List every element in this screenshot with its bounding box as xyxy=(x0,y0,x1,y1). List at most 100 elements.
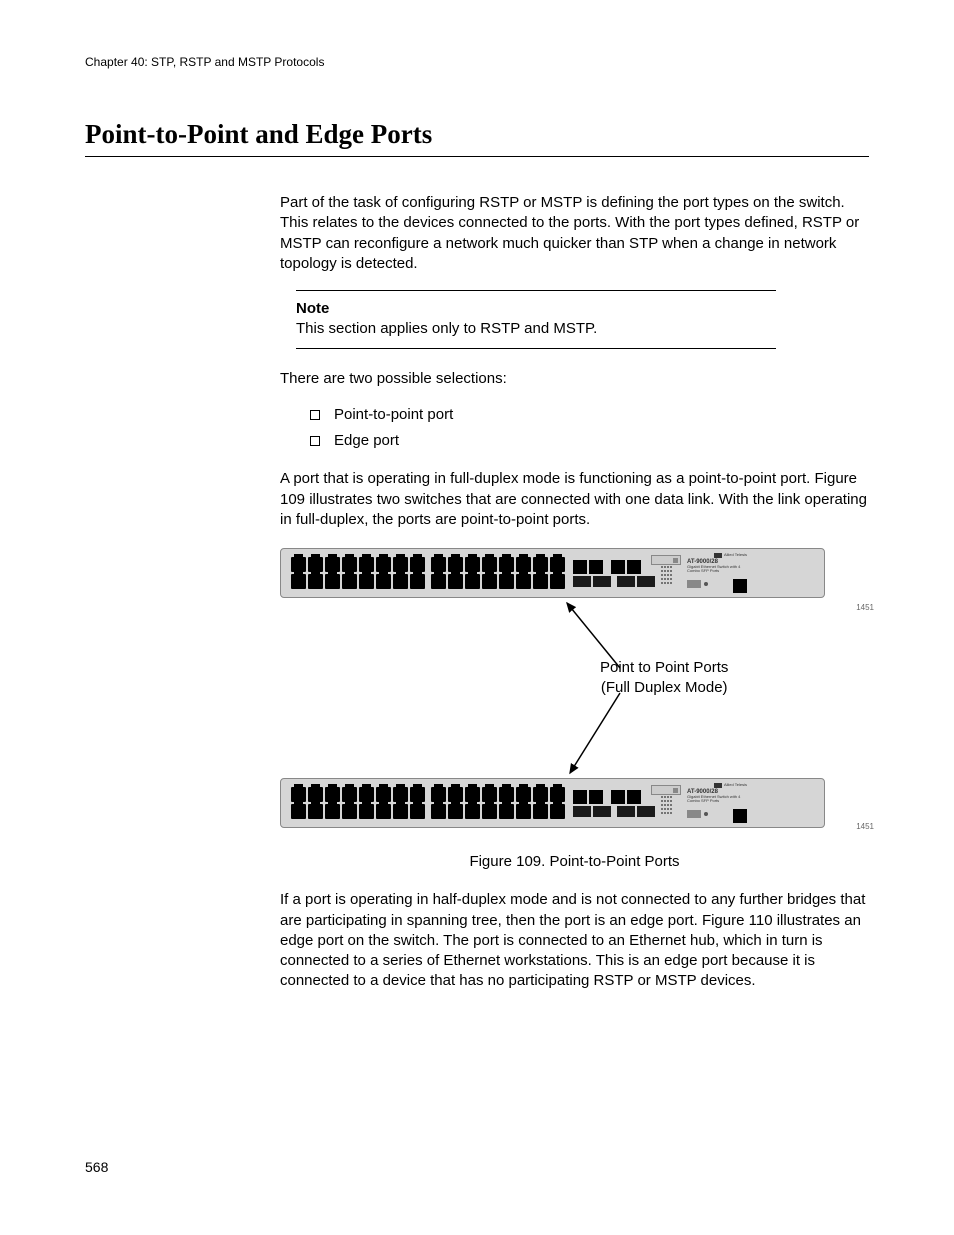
figure-annotation: Point to Point Ports (Full Duplex Mode) xyxy=(600,658,728,697)
port-icon xyxy=(308,574,323,589)
uplink-ports xyxy=(573,560,655,587)
port-icon xyxy=(431,787,446,802)
switch-top: Allied Telesis AT-9000/28 Gigabit Ethern… xyxy=(280,548,825,598)
port-icon xyxy=(308,557,323,572)
led-icon xyxy=(667,804,669,806)
port-icon xyxy=(431,557,446,572)
led-icon xyxy=(670,566,672,568)
led-icon xyxy=(664,808,666,810)
list-item: Edge port xyxy=(310,431,869,451)
port-icon xyxy=(376,557,391,572)
annot-line-1: Point to Point Ports xyxy=(600,659,728,676)
port-icon xyxy=(325,804,340,819)
port-icon xyxy=(410,804,425,819)
bullet-list: Point-to-point port Edge port xyxy=(310,405,869,452)
port-icon xyxy=(589,790,603,804)
port-group-2 xyxy=(431,787,565,819)
port-icon xyxy=(325,787,340,802)
port-icon xyxy=(342,787,357,802)
port-icon xyxy=(325,557,340,572)
led-icon xyxy=(667,574,669,576)
port-group-1 xyxy=(291,787,425,819)
port-icon xyxy=(448,787,463,802)
port-icon xyxy=(291,804,306,819)
brand-icon xyxy=(714,553,722,558)
port-icon xyxy=(550,574,565,589)
led-icon xyxy=(661,582,663,584)
figure-109: Allied Telesis AT-9000/28 Gigabit Ethern… xyxy=(280,548,869,872)
led-icon xyxy=(667,800,669,802)
port-icon xyxy=(499,574,514,589)
port-icon xyxy=(359,557,374,572)
port-icon xyxy=(325,574,340,589)
model-sub: Gigabit Ethernet Switch with 4 Combo SFP… xyxy=(687,795,747,803)
port-icon xyxy=(410,574,425,589)
led-icon xyxy=(661,796,663,798)
led-block xyxy=(661,792,681,814)
model-sub: Gigabit Ethernet Switch with 4 Combo SFP… xyxy=(687,565,747,573)
page-number: 568 xyxy=(85,1159,108,1175)
switch-inset-icon xyxy=(651,785,681,795)
port-icon xyxy=(376,787,391,802)
led-icon xyxy=(667,812,669,814)
port-icon xyxy=(499,787,514,802)
led-icon xyxy=(670,578,672,580)
square-bullet-icon xyxy=(310,410,320,420)
led-icon xyxy=(661,570,663,572)
led-icon xyxy=(664,800,666,802)
port-icon xyxy=(533,787,548,802)
figure-ref-num: 1451 xyxy=(856,603,874,614)
sfp-icon xyxy=(573,806,591,817)
chapter-header: Chapter 40: STP, RSTP and MSTP Protocols xyxy=(85,55,869,69)
brand-icon xyxy=(714,783,722,788)
sfp-icon xyxy=(573,576,591,587)
port-icon xyxy=(516,804,531,819)
switch-label: Allied Telesis AT-9000/28 Gigabit Ethern… xyxy=(687,553,747,593)
bullet-text: Point-to-point port xyxy=(334,405,453,425)
port-icon xyxy=(410,787,425,802)
port-icon xyxy=(465,804,480,819)
port-icon xyxy=(550,557,565,572)
figure-caption: Figure 109. Point-to-Point Ports xyxy=(280,852,869,872)
led-icon xyxy=(667,808,669,810)
port-icon xyxy=(465,574,480,589)
led-icon xyxy=(664,796,666,798)
port-icon xyxy=(533,574,548,589)
brand-text: Allied Telesis xyxy=(724,783,747,788)
port-icon xyxy=(627,560,641,574)
paragraph-intro: Part of the task of configuring RSTP or … xyxy=(280,193,869,274)
port-icon xyxy=(448,804,463,819)
port-icon xyxy=(550,804,565,819)
sfp-icon xyxy=(637,806,655,817)
list-item: Point-to-point port xyxy=(310,405,869,425)
port-icon xyxy=(482,557,497,572)
port-group-2 xyxy=(431,557,565,589)
switch-inset-icon xyxy=(651,555,681,565)
figure-ref-num: 1451 xyxy=(856,822,874,833)
paragraph-edge: If a port is operating in half-duplex mo… xyxy=(280,890,869,991)
led-block xyxy=(661,562,681,584)
sfp-icon xyxy=(637,576,655,587)
port-icon xyxy=(482,574,497,589)
annot-line-2: (Full Duplex Mode) xyxy=(601,679,728,696)
mgmt-port-icon xyxy=(733,579,747,593)
led-icon xyxy=(664,574,666,576)
port-icon xyxy=(393,557,408,572)
led-icon xyxy=(670,574,672,576)
port-icon xyxy=(533,557,548,572)
led-icon xyxy=(667,796,669,798)
port-icon xyxy=(627,790,641,804)
port-icon xyxy=(342,557,357,572)
bullet-text: Edge port xyxy=(334,431,399,451)
note-label: Note xyxy=(296,299,776,319)
led-icon xyxy=(661,566,663,568)
led-icon xyxy=(664,804,666,806)
port-icon xyxy=(376,574,391,589)
port-icon xyxy=(291,557,306,572)
led-icon xyxy=(661,574,663,576)
port-icon xyxy=(431,804,446,819)
port-icon xyxy=(393,574,408,589)
led-icon xyxy=(670,570,672,572)
port-icon xyxy=(611,790,625,804)
led-icon xyxy=(664,812,666,814)
